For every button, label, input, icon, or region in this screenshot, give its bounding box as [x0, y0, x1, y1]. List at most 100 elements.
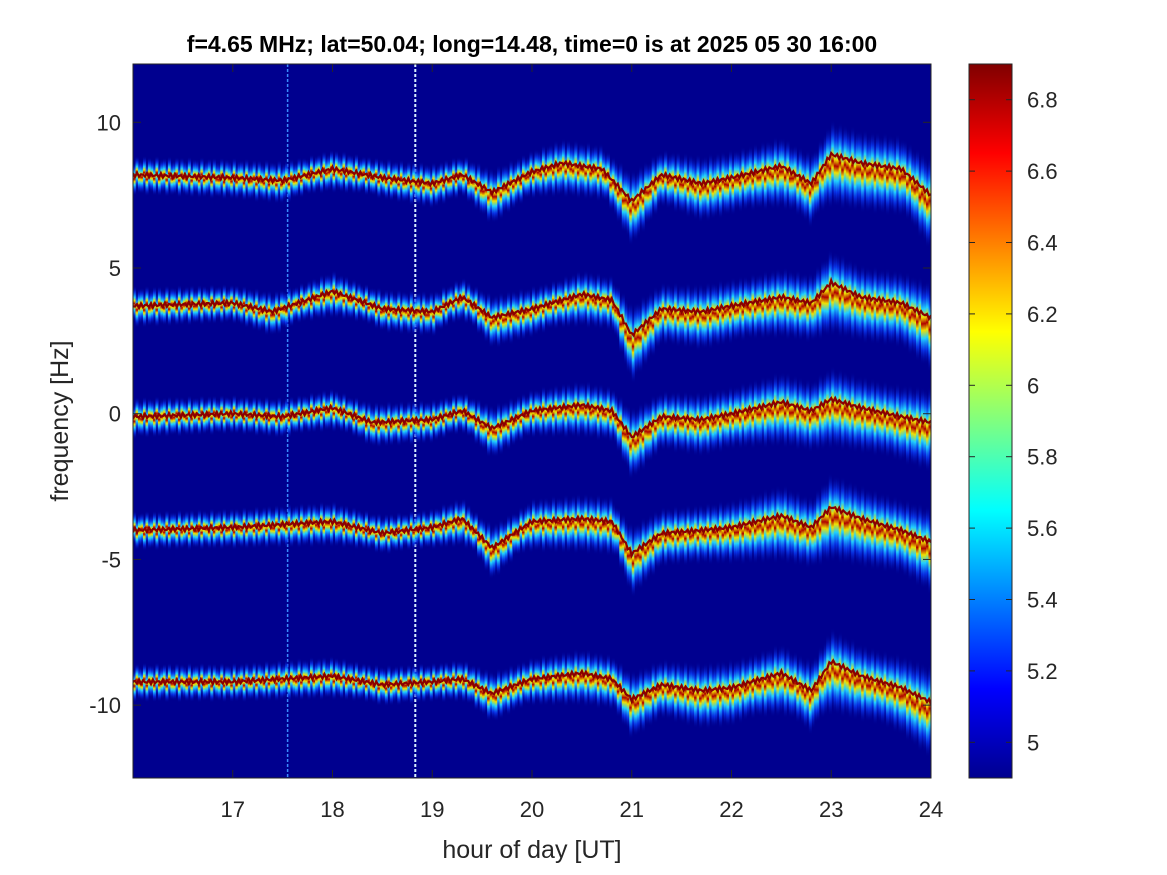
- band-segment: [888, 653, 892, 727]
- band-segment: [926, 392, 930, 473]
- band-segment: [641, 407, 645, 471]
- band-segment: [609, 159, 613, 211]
- band-segment: [285, 160, 289, 198]
- band-segment: [906, 272, 910, 347]
- band-segment: [499, 407, 503, 455]
- band-segment: [664, 513, 668, 568]
- band-segment: [873, 654, 877, 726]
- band-segment: [928, 386, 931, 468]
- band-segment: [357, 666, 361, 701]
- band-segment: [210, 401, 214, 436]
- band-segment: [167, 156, 172, 191]
- band-segment: [315, 393, 319, 430]
- band-segment: [609, 392, 613, 443]
- band-segment: [494, 522, 498, 573]
- band-segment: [911, 502, 915, 580]
- band-segment: [270, 294, 274, 336]
- band-segment: [674, 397, 678, 454]
- band-segment: [337, 153, 341, 191]
- band-segment: [140, 160, 144, 195]
- band-segment: [838, 122, 842, 204]
- band-segment: [791, 271, 795, 338]
- band-segment: [532, 394, 536, 439]
- colorbar-tick-label: 6: [1027, 373, 1039, 398]
- band-segment: [751, 659, 755, 720]
- band-segment: [462, 396, 466, 435]
- band-segment: [629, 176, 633, 246]
- band-segment: [866, 381, 870, 454]
- band-segment: [367, 663, 371, 698]
- band-segment: [457, 502, 461, 547]
- band-segment: [634, 302, 638, 376]
- band-segment: [709, 287, 713, 350]
- band-segment: [377, 670, 381, 707]
- band-segment: [352, 159, 356, 195]
- band-segment: [766, 492, 770, 563]
- band-segment: [614, 160, 618, 216]
- band-segment: [928, 156, 931, 246]
- band-segment: [679, 284, 683, 344]
- band-segment: [566, 279, 571, 329]
- band-segment: [145, 668, 149, 703]
- band-segment: [649, 401, 653, 462]
- band-segment: [292, 662, 296, 699]
- band-segment: [519, 161, 523, 205]
- band-segment: [619, 294, 623, 354]
- band-segment: [280, 402, 284, 438]
- band-segment: [454, 665, 458, 703]
- band-segment: [339, 663, 344, 701]
- band-segment: [512, 164, 516, 210]
- band-segment: [312, 397, 316, 433]
- band-segment: [377, 407, 381, 449]
- band-segment: [926, 280, 930, 365]
- band-segment: [671, 391, 675, 448]
- band-segment: [571, 144, 575, 198]
- band-segment: [756, 146, 760, 210]
- band-segment: [689, 509, 693, 565]
- band-segment: [442, 667, 446, 703]
- band-segment: [786, 274, 790, 341]
- band-segment: [691, 393, 695, 453]
- band-segment: [891, 653, 895, 728]
- band-segment: [275, 402, 279, 439]
- band-segment: [886, 139, 890, 217]
- band-segment: [766, 648, 770, 714]
- band-segment: [898, 388, 902, 463]
- band-segment: [474, 510, 478, 550]
- band-segment: [556, 496, 561, 549]
- band-segment: [367, 516, 371, 551]
- band-segment: [821, 647, 825, 719]
- band-segment: [429, 168, 433, 209]
- band-segment: [646, 667, 650, 726]
- band-segment: [320, 396, 324, 434]
- band-segment: [836, 253, 840, 334]
- band-segment: [591, 385, 595, 438]
- band-segment: [489, 670, 493, 718]
- band-segment: [639, 667, 643, 729]
- band-segment: [656, 513, 660, 570]
- band-segment: [581, 497, 585, 553]
- band-segment: [549, 285, 553, 329]
- band-segment: [709, 508, 713, 566]
- band-segment: [896, 502, 900, 576]
- band-segment: [763, 146, 768, 212]
- band-segment: [666, 155, 670, 210]
- band-segment: [756, 654, 760, 717]
- band-segment: [788, 269, 792, 336]
- band-segment: [494, 171, 498, 223]
- band-segment: [636, 169, 640, 237]
- band-segment: [856, 643, 860, 719]
- band-segment: [300, 163, 304, 198]
- band-segment: [527, 156, 531, 199]
- band-segment: [689, 287, 693, 349]
- band-segment: [539, 151, 543, 199]
- band-segment: [721, 284, 725, 346]
- band-segment: [207, 663, 211, 697]
- band-segment: [716, 152, 720, 214]
- band-segment: [462, 160, 466, 198]
- band-segment: [731, 391, 735, 450]
- band-segment: [788, 145, 792, 212]
- band-segment: [467, 281, 471, 319]
- band-segment: [861, 381, 865, 455]
- band-segment: [871, 271, 875, 345]
